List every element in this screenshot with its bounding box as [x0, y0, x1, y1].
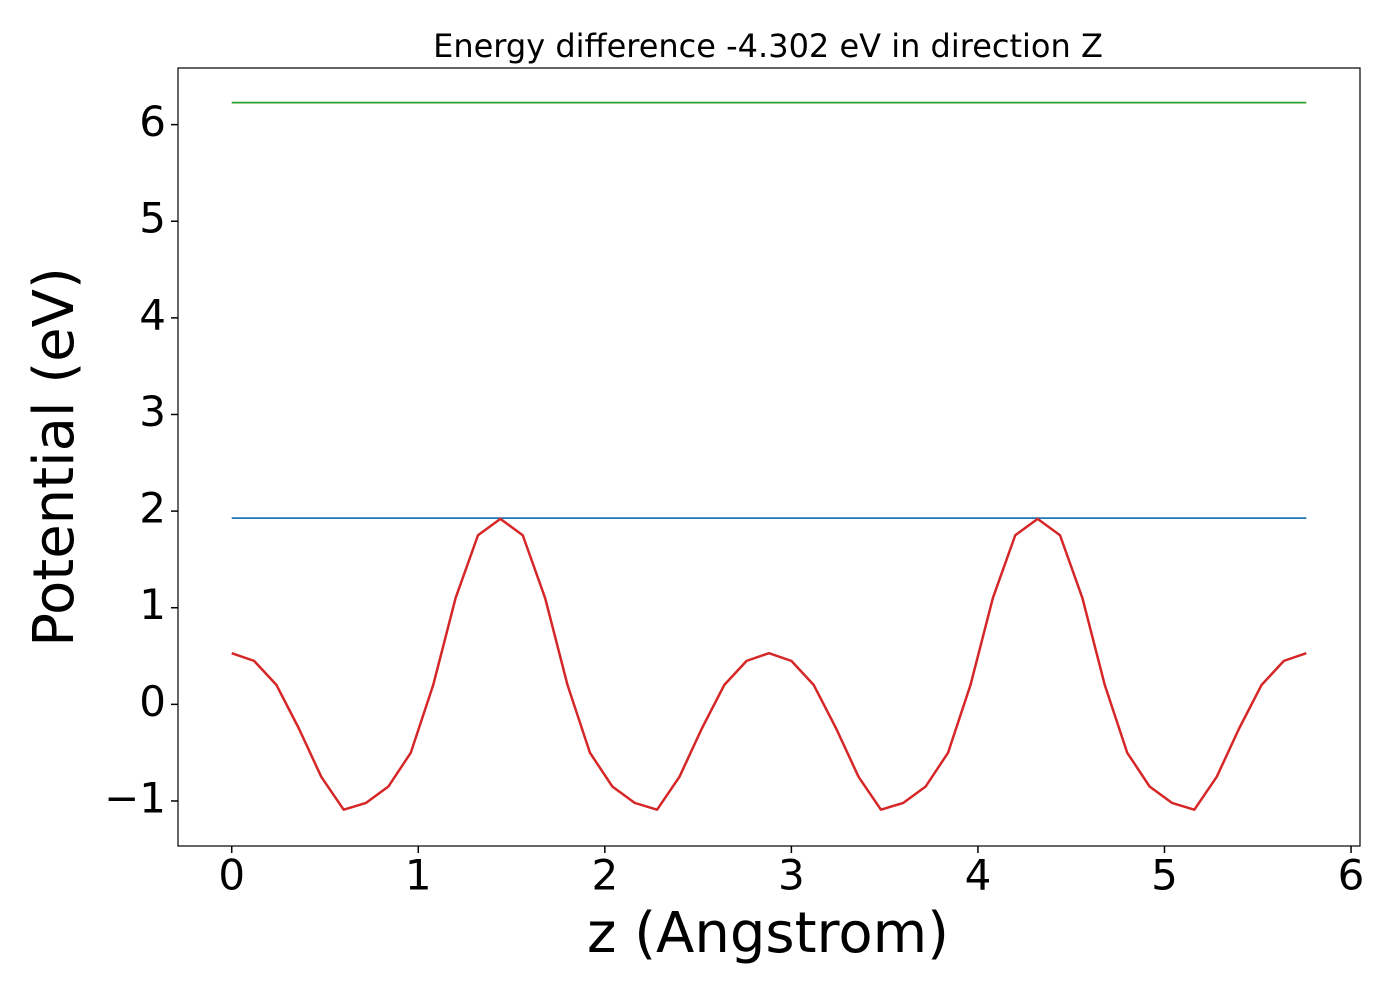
x-tick-label: 2	[591, 851, 618, 900]
x-tick-label: 0	[218, 851, 245, 900]
y-tick-label: −1	[104, 773, 166, 822]
x-axis-label: z (Angstrom)	[587, 901, 949, 966]
y-tick-label: 5	[139, 194, 166, 243]
plot-frame	[177, 67, 1361, 847]
chart-title: Energy difference -4.302 eV in direction…	[433, 27, 1103, 65]
y-tick-label: 6	[139, 97, 166, 146]
x-tick-label: 6	[1338, 851, 1365, 900]
y-axis-label: Potential (eV)	[22, 267, 87, 647]
y-tick-label: 0	[139, 677, 166, 726]
y-tick-label: 2	[139, 484, 166, 533]
y-tick-label: 3	[139, 387, 166, 436]
x-tick-label: 1	[405, 851, 432, 900]
x-tick-label: 5	[1151, 851, 1178, 900]
y-tick-label: 4	[139, 290, 166, 339]
x-tick-label: 3	[778, 851, 805, 900]
x-tick-label: 4	[965, 851, 992, 900]
y-tick-label: 1	[139, 580, 166, 629]
line	[231, 517, 1307, 811]
